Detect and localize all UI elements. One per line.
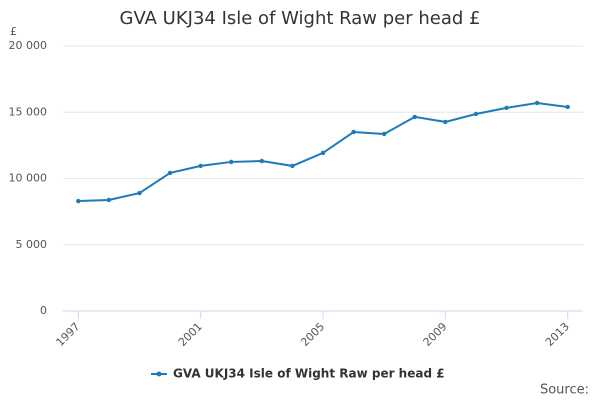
x-tick-label: 2005 [298, 320, 327, 349]
data-point [137, 190, 142, 196]
data-point [443, 119, 448, 125]
data-point [504, 105, 509, 111]
data-point [381, 131, 387, 137]
y-tick-label: 0 [40, 304, 47, 317]
y-tick-label: 15 000 [9, 105, 48, 118]
y-axis-unit: £ [10, 25, 17, 38]
data-point [167, 170, 173, 176]
data-point [320, 150, 326, 156]
x-tick-label: 2001 [176, 320, 205, 349]
data-point [412, 114, 417, 120]
data-point [198, 163, 203, 169]
y-tick-label: 20 000 [9, 39, 48, 52]
x-tick-label: 2013 [543, 320, 572, 349]
data-point [106, 197, 112, 203]
x-tick-label: 2009 [421, 320, 450, 349]
data-point [473, 111, 479, 117]
data-point [229, 159, 234, 165]
data-point [534, 100, 540, 106]
chart-title: GVA UKJ34 Isle of Wight Raw per head £ [120, 8, 481, 29]
data-point [76, 198, 81, 204]
data-point [565, 104, 570, 110]
y-tick-label: 5 000 [16, 238, 48, 251]
x-tick-label: 1997 [54, 320, 83, 349]
source: Source: [540, 383, 589, 398]
legend-marker [156, 371, 162, 377]
data-point [290, 163, 295, 169]
y-tick-label: 10 000 [9, 172, 48, 185]
data-point [351, 129, 356, 135]
legend-label: GVA UKJ34 Isle of Wight Raw per head £ [173, 367, 445, 381]
data-point [259, 158, 265, 164]
